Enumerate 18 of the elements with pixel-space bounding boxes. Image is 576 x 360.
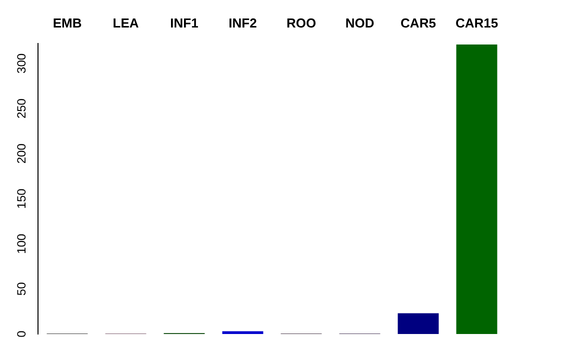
bar bbox=[456, 44, 498, 334]
x-tick-label: EMB bbox=[52, 15, 82, 30]
bar bbox=[222, 331, 264, 334]
y-tick-label: 100 bbox=[14, 233, 28, 254]
y-tick-label: 200 bbox=[14, 143, 28, 164]
x-tick-label: LEA bbox=[112, 15, 140, 30]
x-tick-label: INF1 bbox=[170, 15, 198, 30]
y-tick-label: 300 bbox=[14, 53, 28, 74]
y-tick-label: 250 bbox=[14, 98, 28, 119]
y-tick-label: 0 bbox=[14, 330, 28, 338]
x-tick-label: INF2 bbox=[228, 15, 257, 30]
x-tick-label: ROO bbox=[286, 15, 316, 30]
y-tick-label: 50 bbox=[14, 282, 28, 296]
x-tick-label: NOD bbox=[345, 15, 374, 30]
bar bbox=[398, 313, 439, 334]
x-tick-label: CAR5 bbox=[400, 15, 436, 30]
x-tick-label: CAR15 bbox=[455, 15, 498, 30]
y-tick-label: 150 bbox=[14, 188, 28, 209]
